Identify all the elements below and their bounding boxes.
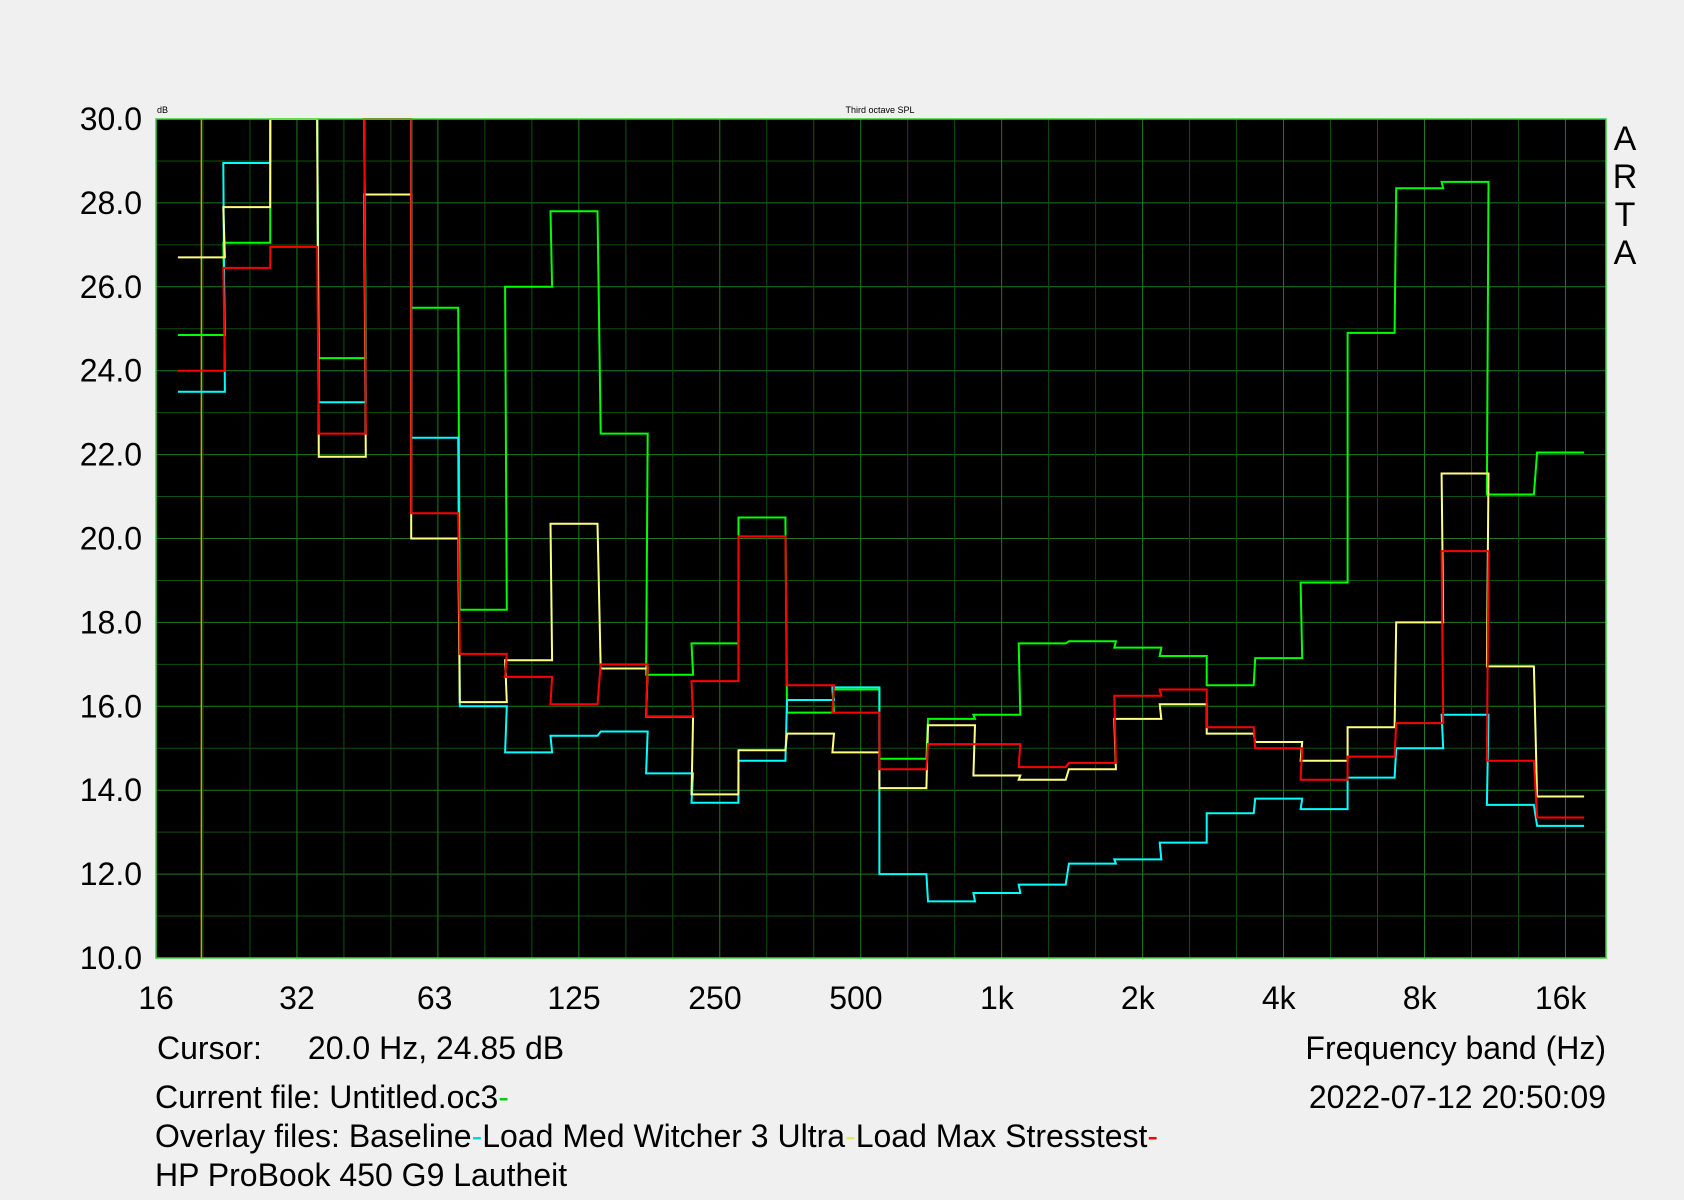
y-tick-label: 22.0 [80,437,142,473]
legend-marker-cyan: - [471,1118,483,1154]
y-tick-label: 30.0 [80,101,142,137]
y-tick-labels: 30.0 28.0 26.0 24.0 22.0 20.0 18.0 16.0 14.0 12.0… [80,101,142,976]
y-tick-label: 16.0 [80,688,142,724]
arta-letter: R [1612,158,1638,196]
overlay-files: Overlay files: Baseline-Load Med Witcher… [155,1118,1158,1155]
x-tick-label: 4k [1262,980,1297,1016]
cursor-label: Cursor: [157,1030,262,1066]
legend-marker-yellow: - [845,1118,856,1154]
cursor-value: 20.0 Hz, 24.85 dB [307,1030,565,1066]
arta-logo: A R T A [1610,120,1640,272]
x-tick-label: 63 [417,980,453,1016]
x-tick-label: 32 [279,980,315,1016]
y-unit-label: dB [157,105,168,115]
x-tick-label: 500 [829,980,882,1016]
x-tick-labels: 16 32 63 125 250 500 1k 2k 4k 8k 16k [138,980,1587,1016]
series-group [177,118,1585,903]
grid [155,118,1606,959]
arta-letter: T [1614,196,1636,234]
y-tick-label: 28.0 [80,185,142,221]
x-tick-label: 250 [688,980,741,1016]
y-tick-label: 26.0 [80,269,142,305]
x-tick-label: 1k [980,980,1015,1016]
overlay-file-baseline: Baseline [348,1118,472,1154]
x-tick-label: 16 [138,980,174,1016]
x-tick-label: 8k [1403,980,1438,1016]
plot-frame [155,118,1607,959]
current-file-label: Current file: Untitled.oc3 [155,1079,499,1115]
legend-marker-red: - [1147,1118,1159,1154]
current-file: Current file: Untitled.oc3- [155,1079,509,1116]
timestamp: 2022-07-12 20:50:09 [1308,1079,1606,1115]
y-tick-label: 12.0 [80,856,142,892]
overlay-file-max: Load Max Stresstest [855,1118,1148,1154]
x-tick-label: 2k [1121,980,1156,1016]
y-tick-label: 24.0 [80,353,142,389]
caption: HP ProBook 450 G9 Lautheit [155,1157,568,1193]
y-tick-label: 14.0 [80,772,142,808]
chart-title: Third octave SPL [845,105,914,115]
x-tick-label: 16k [1535,980,1588,1016]
y-tick-label: 10.0 [80,940,142,976]
x-tick-label: 125 [547,980,600,1016]
overlay-file-med: Load Med Witcher 3 Ultra [482,1118,846,1154]
arta-letter: A [1613,120,1637,158]
overlay-prefix: Overlay files: [155,1118,349,1154]
y-tick-label: 18.0 [80,604,142,640]
legend-marker-green: - [498,1079,509,1115]
series-line-load-max-stresstest [177,118,1585,819]
x-axis-title: Frequency band (Hz) [1305,1030,1606,1066]
y-tick-label: 20.0 [80,521,142,557]
cursor-readout: Cursor: 20.0 Hz, 24.85 dB [157,1030,564,1067]
arta-letter: A [1613,234,1637,272]
